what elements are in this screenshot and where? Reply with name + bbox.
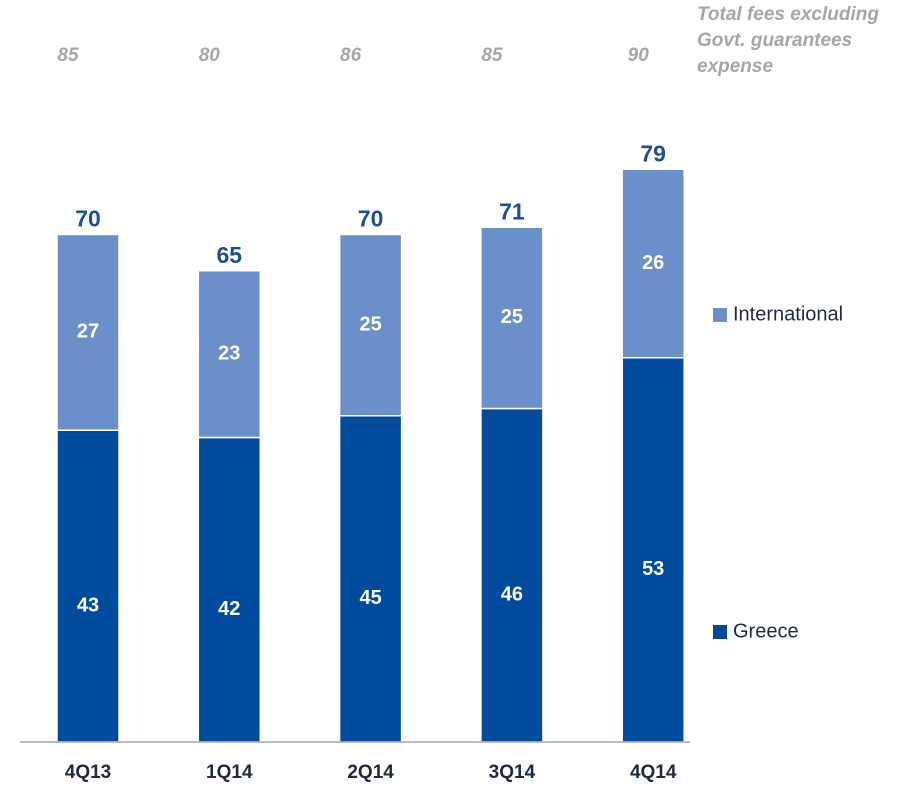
segment-label: 26 <box>642 252 664 274</box>
bar-segment <box>338 233 403 417</box>
x-tick-label: 4Q14 <box>630 762 677 783</box>
segment-label: 23 <box>218 342 240 364</box>
total-label: 70 <box>358 206 384 232</box>
x-tick-label: 3Q14 <box>489 762 536 783</box>
total-fee-label: 85 <box>481 45 503 66</box>
total-label: 70 <box>75 206 101 232</box>
bar-segment <box>197 270 262 439</box>
bar-segment <box>621 357 685 743</box>
segment-label: 45 <box>359 587 381 609</box>
total-label: 79 <box>640 140 666 166</box>
segment-label: 25 <box>359 313 381 335</box>
segment-label: 25 <box>501 306 523 328</box>
total-label: 65 <box>217 242 243 268</box>
total-fee-label: 90 <box>628 45 650 66</box>
segment-label: 27 <box>77 321 99 343</box>
bar-segment <box>621 168 685 359</box>
total-label: 71 <box>499 198 525 224</box>
total-fee-label: 85 <box>57 45 79 66</box>
segment-label: 53 <box>642 558 664 580</box>
bar-segment <box>338 415 403 743</box>
x-tick-label: 2Q14 <box>347 762 394 783</box>
bar-segment <box>197 436 262 743</box>
segment-label: 43 <box>77 594 99 616</box>
legend-swatch <box>713 308 727 322</box>
bar-segment <box>480 407 544 743</box>
bar-segment <box>56 429 120 743</box>
bar-segment <box>480 226 544 410</box>
x-tick-label: 1Q14 <box>206 762 253 783</box>
legend-label: International <box>733 303 843 325</box>
bar-segment <box>56 233 120 431</box>
legend-swatch <box>713 625 727 639</box>
segment-label: 46 <box>501 584 523 606</box>
total-fees-label: Total fees excluding Govt. guarantees ex… <box>697 4 879 77</box>
legend-label: Greece <box>733 620 799 642</box>
segment-label: 42 <box>218 598 240 620</box>
x-tick-label: 4Q13 <box>65 762 111 783</box>
total-fee-label: 86 <box>340 45 362 66</box>
total-fee-label: 80 <box>199 45 221 66</box>
